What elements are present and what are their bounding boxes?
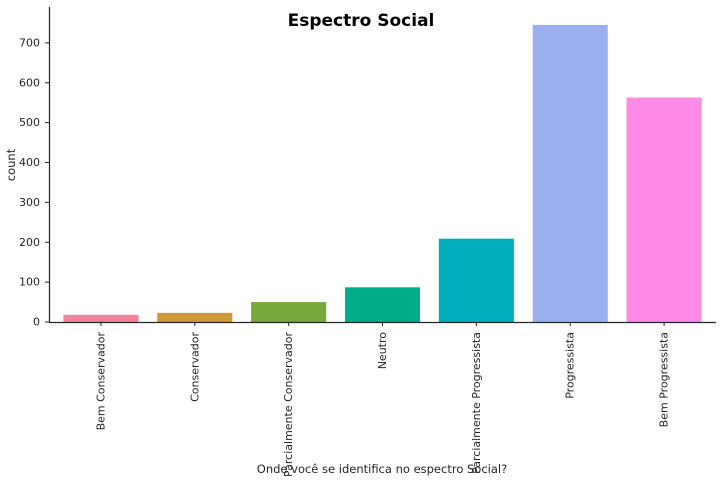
chart-title: Espectro Social [288, 11, 435, 31]
x-tick-label-6: Bem Progressista [658, 332, 671, 427]
bar-3 [344, 287, 421, 322]
y-tick-label-1: 100 [19, 276, 40, 289]
x-tick-label-4: Parcialmente Progressista [470, 332, 483, 474]
bars-group [63, 24, 702, 322]
x-tick-label-3: Neutro [376, 332, 389, 370]
y-axis-ticks: 0 100 200 300 400 500 600 700 [19, 36, 49, 329]
bar-6 [626, 97, 702, 322]
y-tick-label-4: 400 [19, 156, 40, 169]
x-tick-label-2: Parcialmente Conservador [282, 332, 295, 477]
y-tick-label-2: 200 [19, 236, 40, 249]
bar-0 [63, 314, 139, 322]
x-axis-ticks: Bem Conservador Conservador Parcialmente C… [94, 322, 671, 477]
bar-2 [251, 302, 327, 322]
y-axis-label: count [4, 148, 18, 181]
y-tick-label-5: 500 [19, 116, 40, 129]
bar-1 [157, 312, 233, 322]
bar-4 [438, 238, 514, 322]
bar-5 [532, 24, 608, 322]
x-tick-label-0: Bem Conservador [94, 332, 107, 431]
y-tick-label-6: 600 [19, 76, 40, 89]
x-tick-label-5: Progressista [564, 332, 577, 399]
y-tick-label-3: 300 [19, 196, 40, 209]
y-tick-label-7: 700 [19, 36, 40, 49]
y-tick-label-0: 0 [33, 316, 40, 329]
x-axis-label: Onde você se identifica no espectro Soci… [257, 462, 507, 476]
x-tick-label-1: Conservador [188, 332, 201, 402]
